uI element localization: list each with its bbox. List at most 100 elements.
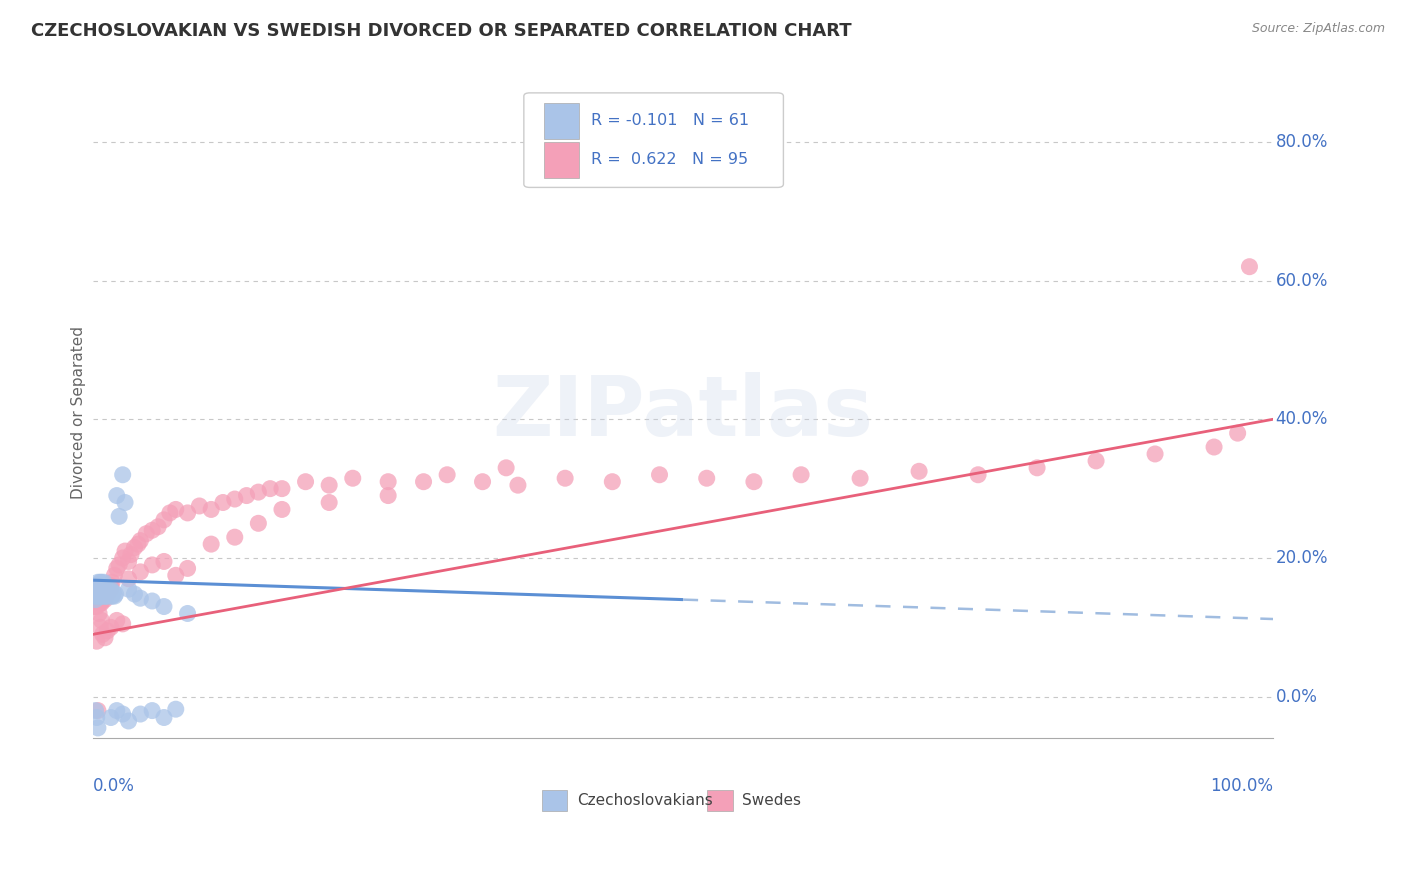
Point <box>648 467 671 482</box>
Point <box>84 585 107 599</box>
Point <box>97 582 120 597</box>
Text: 0.0%: 0.0% <box>1275 688 1317 706</box>
Point <box>1202 440 1225 454</box>
Text: R =  0.622   N = 95: R = 0.622 N = 95 <box>591 152 748 167</box>
Point <box>188 499 211 513</box>
Point <box>141 704 163 718</box>
Text: Swedes: Swedes <box>742 793 801 808</box>
Point <box>90 589 112 603</box>
Point <box>89 620 111 634</box>
Point <box>117 554 139 568</box>
Point <box>120 548 142 562</box>
Point <box>742 475 765 489</box>
Point <box>100 710 122 724</box>
Text: ZIPatlas: ZIPatlas <box>492 372 873 453</box>
Point <box>87 589 110 603</box>
Point <box>141 523 163 537</box>
Point <box>104 587 127 601</box>
Point <box>117 572 139 586</box>
Point <box>101 575 124 590</box>
Point <box>146 520 169 534</box>
Point <box>117 582 139 597</box>
Point <box>224 491 246 506</box>
Point <box>111 706 134 721</box>
Point <box>93 589 115 603</box>
Point <box>135 526 157 541</box>
Point <box>84 592 107 607</box>
Point <box>967 467 990 482</box>
Point <box>849 471 872 485</box>
Text: 100.0%: 100.0% <box>1211 778 1272 796</box>
Text: 80.0%: 80.0% <box>1275 133 1327 151</box>
Text: R = -0.101   N = 61: R = -0.101 N = 61 <box>591 113 749 128</box>
Point <box>91 585 114 599</box>
Point <box>86 599 108 614</box>
Point <box>87 585 110 599</box>
Point <box>84 704 107 718</box>
Point <box>165 702 187 716</box>
Point <box>87 589 110 603</box>
Point <box>165 502 187 516</box>
Point <box>1144 447 1167 461</box>
Point <box>84 579 107 593</box>
Point <box>342 471 364 485</box>
Point <box>84 592 107 607</box>
Point <box>86 585 108 599</box>
Point <box>1085 454 1108 468</box>
Point <box>111 551 134 566</box>
Point <box>98 579 121 593</box>
Point <box>124 541 146 555</box>
Point <box>176 506 198 520</box>
Point <box>89 575 111 590</box>
Point <box>495 460 517 475</box>
Point <box>86 579 108 593</box>
Point <box>103 585 125 599</box>
Text: 40.0%: 40.0% <box>1275 410 1327 428</box>
Point <box>1239 260 1261 274</box>
Point <box>87 579 110 593</box>
Point <box>200 537 222 551</box>
Point <box>100 582 122 597</box>
Point <box>103 589 125 603</box>
FancyBboxPatch shape <box>524 93 783 187</box>
Point <box>100 620 122 634</box>
Point <box>94 585 117 599</box>
Bar <box>707 789 733 811</box>
Point <box>141 594 163 608</box>
Point <box>96 582 118 597</box>
Point <box>105 704 128 718</box>
Point <box>318 495 340 509</box>
Point <box>97 585 120 599</box>
Point <box>100 589 122 603</box>
Point <box>90 596 112 610</box>
Point <box>235 489 257 503</box>
Point <box>294 475 316 489</box>
Point <box>91 589 114 603</box>
Point <box>89 582 111 597</box>
Point <box>1026 460 1049 475</box>
Point <box>83 589 105 603</box>
Point <box>124 587 146 601</box>
Point <box>91 592 114 607</box>
Point <box>111 467 134 482</box>
Point <box>96 589 118 603</box>
Point <box>96 589 118 603</box>
Point <box>87 585 110 599</box>
Point <box>153 710 176 724</box>
Point <box>212 495 235 509</box>
Text: Czechoslovakians: Czechoslovakians <box>576 793 713 808</box>
Point <box>105 489 128 503</box>
Point <box>153 554 176 568</box>
Text: 20.0%: 20.0% <box>1275 549 1327 567</box>
Y-axis label: Divorced or Separated: Divorced or Separated <box>72 326 86 499</box>
Point <box>506 478 529 492</box>
Point <box>83 599 105 614</box>
Point <box>200 502 222 516</box>
Text: 60.0%: 60.0% <box>1275 271 1327 290</box>
Point <box>247 485 270 500</box>
Point <box>100 579 122 593</box>
Point <box>86 589 108 603</box>
Point <box>127 537 149 551</box>
Point <box>87 721 110 735</box>
Point <box>1226 426 1249 441</box>
